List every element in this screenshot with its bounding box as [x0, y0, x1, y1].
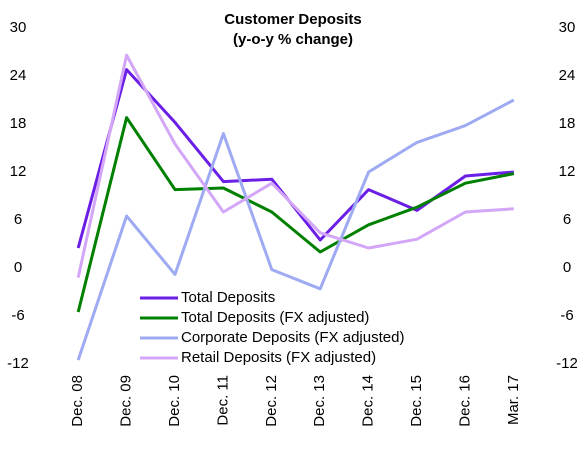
- y2-tick-label: 12: [559, 163, 576, 180]
- x-tick-label: Dec. 16: [456, 375, 473, 427]
- y-tick-label: -12: [7, 355, 29, 372]
- x-tick-label: Dec. 13: [311, 375, 328, 427]
- series-line: [76, 116, 515, 313]
- legend-label: Total Deposits (FX adjusted): [181, 309, 369, 326]
- y-tick-label: 6: [14, 211, 22, 228]
- y-tick-label: 0: [14, 259, 22, 276]
- y2-tick-label: 6: [563, 211, 571, 228]
- y-tick-label: 18: [10, 115, 27, 132]
- x-tick-label: Dec. 12: [263, 375, 280, 427]
- y-tick-label: -6: [11, 307, 24, 324]
- x-tick-label: Dec. 14: [360, 375, 377, 427]
- y2-tick-label: 24: [559, 67, 576, 84]
- y2-tick-label: -6: [560, 307, 573, 324]
- y-tick-label: 12: [10, 163, 27, 180]
- y2-tick-label: 18: [559, 115, 576, 132]
- series-line: [76, 53, 514, 278]
- x-tick-label: Dec. 10: [166, 375, 183, 427]
- y2-tick-label: 30: [559, 19, 576, 36]
- legend-label: Total Deposits: [181, 289, 275, 306]
- legend-label: Retail Deposits (FX adjusted): [181, 349, 376, 366]
- legend-label: Corporate Deposits (FX adjusted): [181, 329, 404, 346]
- x-tick-label: Dec. 15: [408, 375, 425, 427]
- chart-title: Customer Deposits: [224, 11, 362, 28]
- x-tick-label: Dec. 08: [69, 375, 86, 427]
- x-tick-label: Dec. 09: [118, 375, 135, 427]
- y2-tick-label: -12: [556, 355, 578, 372]
- series-line: [76, 98, 515, 361]
- y-tick-label: 24: [10, 67, 27, 84]
- x-tick-label: Mar. 17: [505, 375, 522, 425]
- y-tick-label: 30: [10, 19, 27, 36]
- chart-subtitle: (y-o-y % change): [233, 31, 353, 48]
- y2-tick-label: 0: [563, 259, 571, 276]
- x-tick-label: Dec. 11: [214, 375, 231, 426]
